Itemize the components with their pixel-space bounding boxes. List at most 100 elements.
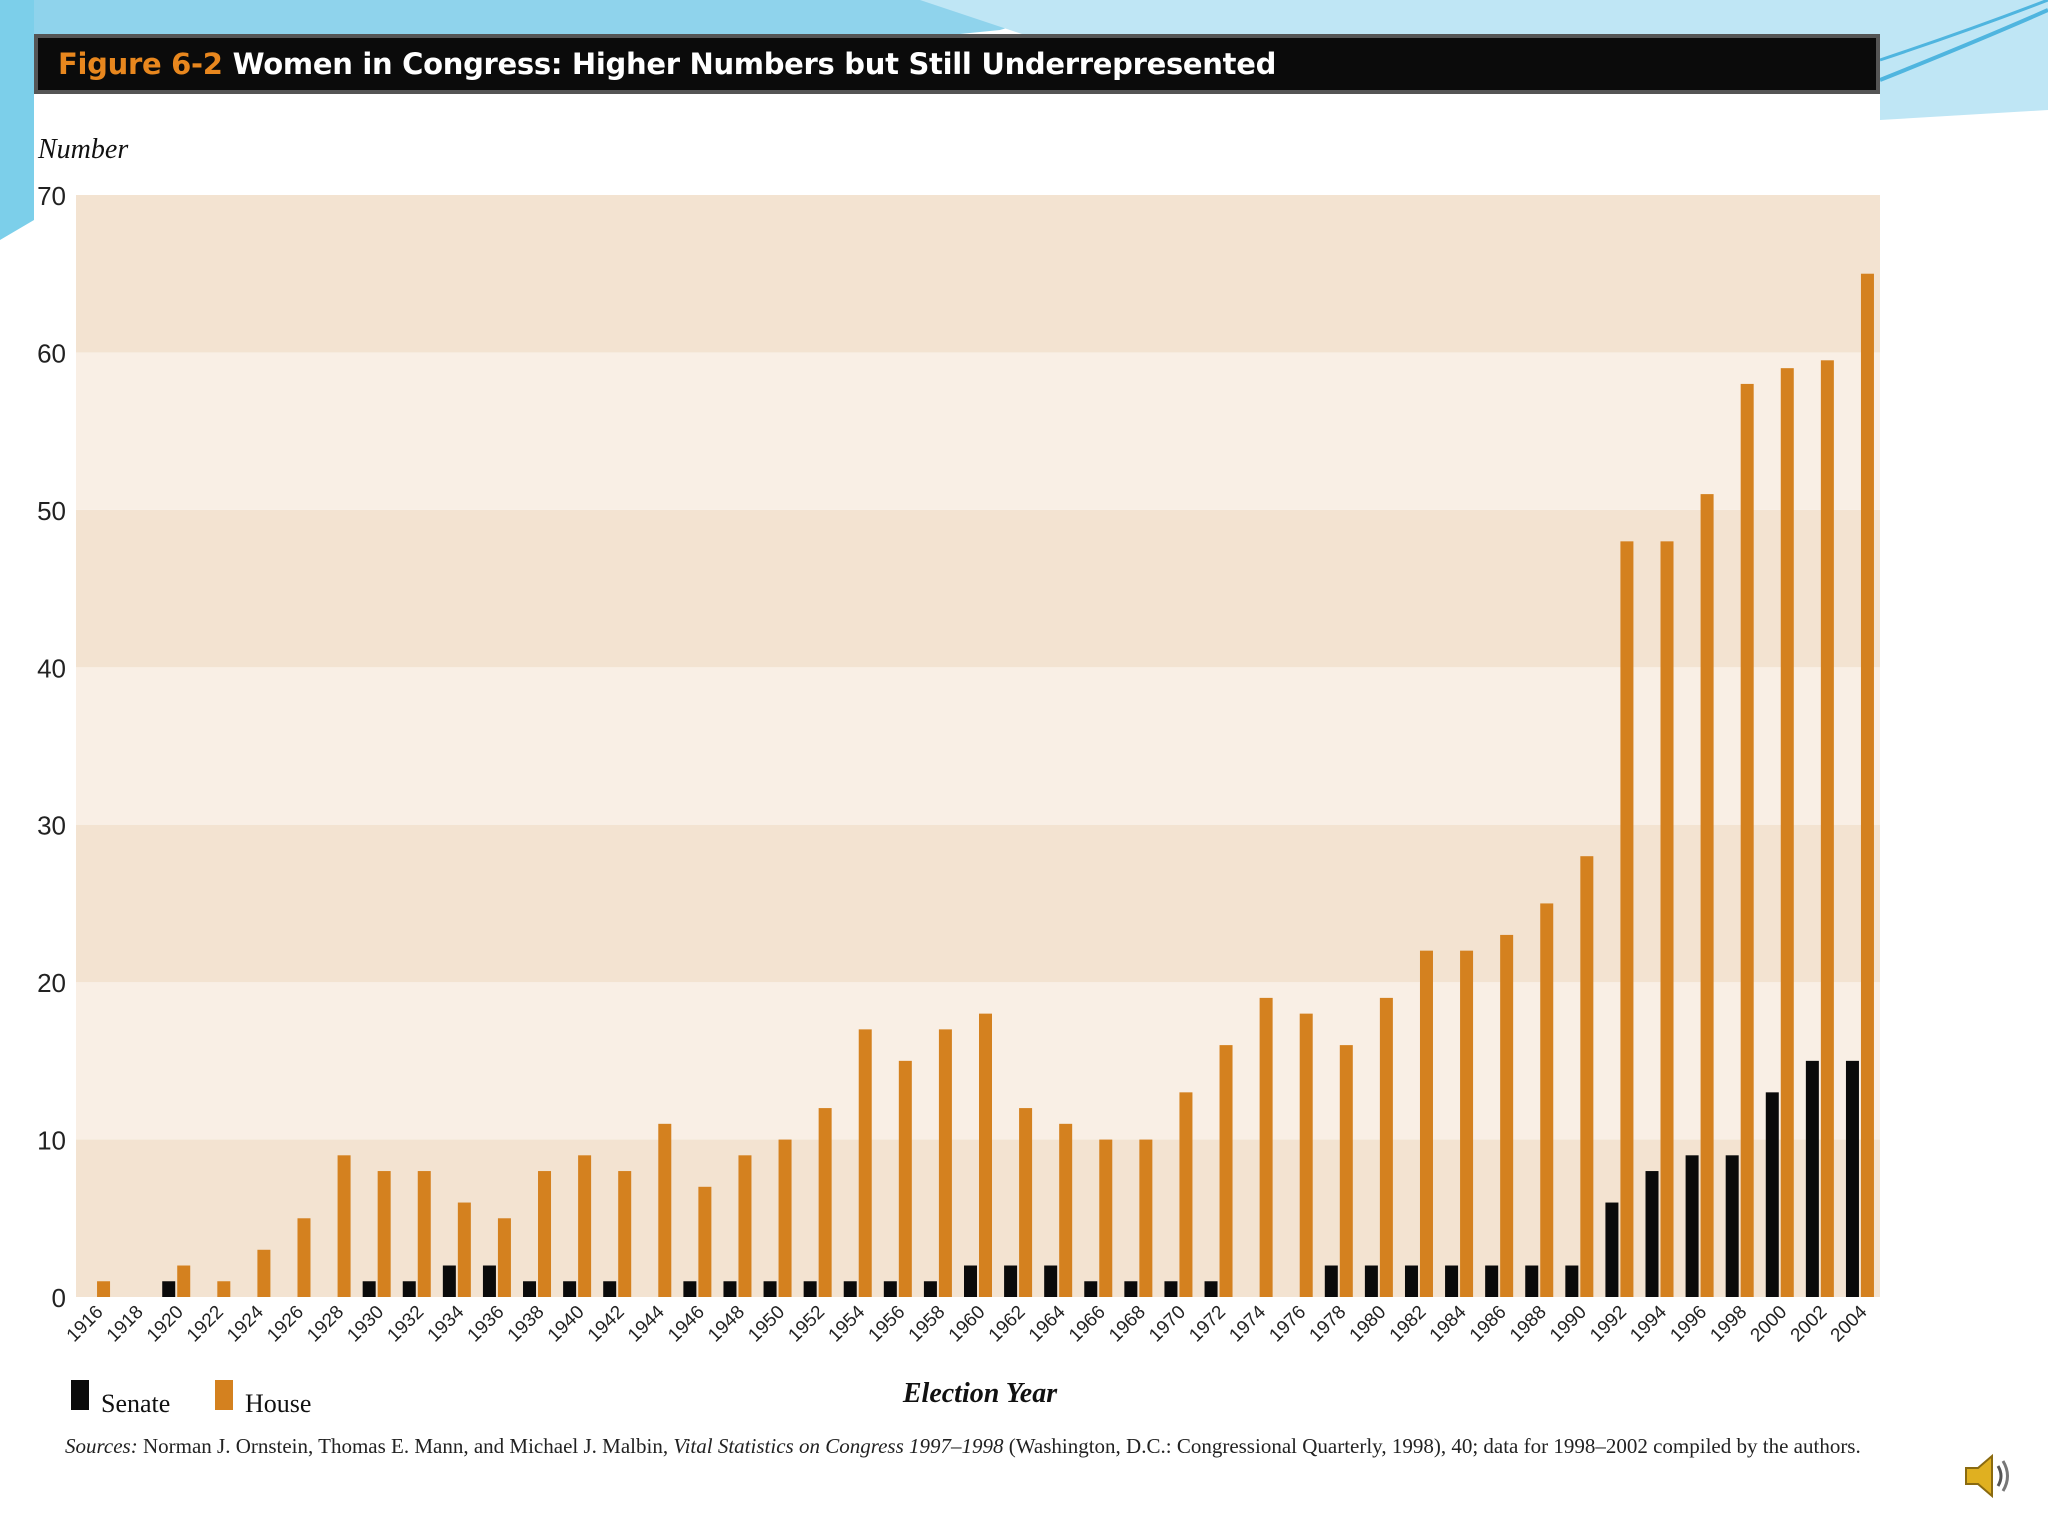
- bar-house: [217, 1281, 231, 1297]
- legend-label-house: House: [245, 1389, 311, 1418]
- x-tick-label: 1934: [424, 1301, 469, 1346]
- bar-house: [698, 1186, 712, 1297]
- legend-swatch-senate: [71, 1380, 89, 1410]
- x-tick-label: 1960: [945, 1302, 990, 1347]
- bar-senate: [442, 1265, 456, 1297]
- bar-senate: [1364, 1265, 1378, 1297]
- bar-house: [1700, 494, 1714, 1298]
- source-text-1: Norman J. Ornstein, Thomas E. Mann, and …: [142, 1434, 669, 1458]
- x-tick-label: 1978: [1306, 1302, 1351, 1347]
- grid-band: [76, 509, 1880, 668]
- bar-senate: [1404, 1265, 1418, 1297]
- bar-senate: [1004, 1265, 1018, 1297]
- bar-house: [1299, 1013, 1313, 1297]
- bar-senate: [1445, 1265, 1459, 1297]
- x-axis-label: Election Year: [902, 1378, 1058, 1409]
- bar-senate: [1525, 1265, 1539, 1297]
- bar-senate: [523, 1281, 537, 1297]
- x-tick-label: 1970: [1145, 1302, 1190, 1347]
- bar-house: [497, 1218, 511, 1297]
- bar-house: [818, 1108, 832, 1297]
- bar-house: [1580, 856, 1594, 1297]
- bar-senate: [402, 1281, 416, 1297]
- bar-senate: [803, 1281, 817, 1297]
- x-tick-label: 1980: [1346, 1302, 1391, 1347]
- bar-house: [658, 1123, 672, 1297]
- x-tick-label: 1938: [504, 1302, 549, 1347]
- bar-house: [1820, 360, 1834, 1297]
- x-tick-label: 1964: [1025, 1301, 1070, 1346]
- bar-house: [417, 1171, 431, 1297]
- bar-house: [778, 1139, 792, 1297]
- source-prefix: Sources:: [65, 1434, 138, 1458]
- y-tick-label: 40: [37, 653, 66, 683]
- bar-house: [1620, 541, 1634, 1297]
- bar-house: [1460, 950, 1474, 1297]
- x-tick-label: 1988: [1506, 1302, 1551, 1347]
- bar-senate: [1164, 1281, 1178, 1297]
- bar-senate: [482, 1265, 496, 1297]
- slide-swoosh-right: [1879, 8, 2048, 82]
- bar-senate: [1845, 1060, 1859, 1297]
- bar-house: [1019, 1108, 1033, 1297]
- y-axis-label: Number: [37, 134, 128, 165]
- grid-band: [76, 824, 1880, 983]
- y-tick-label: 50: [37, 496, 66, 526]
- bar-senate: [883, 1281, 897, 1297]
- bar-house: [938, 1029, 952, 1297]
- legend-swatch-house: [215, 1380, 233, 1410]
- bar-house: [1219, 1045, 1233, 1297]
- bar-senate: [1084, 1281, 1098, 1297]
- y-tick-label: 70: [37, 181, 66, 211]
- bar-senate: [603, 1281, 617, 1297]
- bar-house: [257, 1249, 271, 1297]
- x-tick-label: 1990: [1546, 1302, 1591, 1347]
- source-text-2: (Washington, D.C.: Congressional Quarter…: [1008, 1434, 1861, 1458]
- x-tick-label: 1942: [584, 1302, 629, 1347]
- y-tick-label: 60: [37, 338, 66, 368]
- bar-house: [337, 1155, 351, 1297]
- bar-senate: [763, 1281, 777, 1297]
- bar-senate: [362, 1281, 376, 1297]
- bar-senate: [964, 1265, 977, 1297]
- x-tick-label: 1918: [103, 1302, 148, 1347]
- x-tick-label: 1926: [263, 1302, 308, 1347]
- x-tick-label: 1920: [143, 1302, 188, 1347]
- bar-house: [1780, 368, 1794, 1298]
- x-tick-label: 1982: [1386, 1302, 1431, 1347]
- bar-senate: [563, 1281, 577, 1297]
- legend-label-senate: Senate: [101, 1389, 170, 1418]
- bar-senate: [1044, 1265, 1058, 1297]
- x-tick-label: 1944: [624, 1301, 669, 1346]
- grid-band: [76, 667, 1880, 825]
- x-tick-label: 1984: [1426, 1301, 1471, 1346]
- x-tick-label: 1940: [544, 1302, 589, 1347]
- x-tick-label: 1946: [664, 1302, 709, 1347]
- x-tick-label: 1936: [464, 1302, 509, 1347]
- bar-house: [1259, 997, 1273, 1297]
- y-tick-label: 20: [37, 968, 66, 998]
- grid-band: [76, 195, 1880, 353]
- bar-house: [1740, 383, 1754, 1297]
- x-tick-label: 1976: [1266, 1302, 1311, 1347]
- grid-band: [76, 1139, 1880, 1297]
- bar-senate: [923, 1281, 937, 1297]
- bar-house: [538, 1171, 552, 1297]
- bar-house: [1419, 950, 1433, 1297]
- x-tick-label: 1932: [384, 1302, 429, 1347]
- x-tick-label: 1998: [1706, 1302, 1751, 1347]
- bar-house: [1179, 1092, 1193, 1297]
- bar-house: [1860, 273, 1874, 1297]
- bar-senate: [1324, 1265, 1338, 1297]
- grid-band: [76, 352, 1880, 510]
- figure-title-bar: Figure 6-2 Women in Congress: Higher Num…: [34, 34, 1880, 94]
- speaker-icon[interactable]: [1960, 1448, 2016, 1504]
- bar-senate: [1765, 1092, 1779, 1297]
- bar-house: [1139, 1139, 1153, 1297]
- figure-label: Figure 6-2: [58, 47, 223, 81]
- slide-accent-top: [0, 0, 1100, 40]
- bar-senate: [1685, 1155, 1699, 1297]
- bar-house: [1500, 934, 1514, 1297]
